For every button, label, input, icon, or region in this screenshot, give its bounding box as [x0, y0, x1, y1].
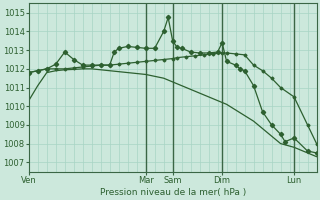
X-axis label: Pression niveau de la mer( hPa ): Pression niveau de la mer( hPa ): [100, 188, 246, 197]
